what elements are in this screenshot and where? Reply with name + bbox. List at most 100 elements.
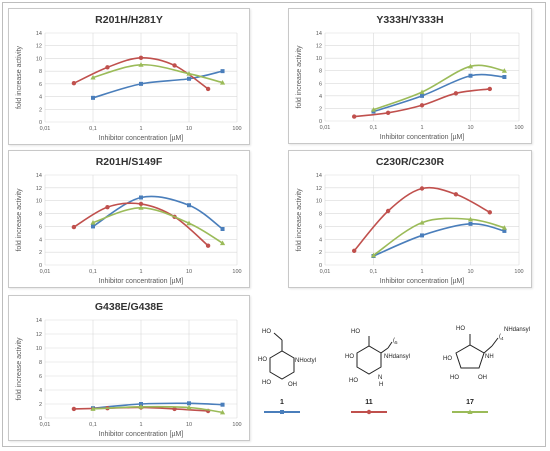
- y-tick-label: 6: [39, 374, 42, 380]
- legend-marker-compound-11: [366, 409, 372, 415]
- data-point: [139, 402, 143, 406]
- data-point: [138, 404, 144, 409]
- chain-label: (5: [393, 338, 398, 345]
- y-tick-label: 0: [319, 263, 322, 269]
- chart-panel-g438e-g438e: G438E/G438E 0 2 4 6 8 10 12 14 0,01 0,1 1 10 100 Inhib…: [8, 295, 250, 441]
- y-tick-label: 10: [316, 56, 322, 62]
- data-point: [71, 81, 77, 86]
- y-tick-label: 8: [39, 69, 42, 75]
- substituent-label: NHdansyl: [504, 327, 530, 333]
- series-line-compound-17: [92, 63, 223, 84]
- x-axis-label: Inhibitor concentration [µM]: [99, 278, 184, 285]
- chart-title: R201H/S149F: [96, 156, 163, 168]
- series-line-compound-17: [373, 217, 505, 257]
- compound-label-11: 11: [365, 399, 373, 406]
- series-compound-1: [91, 69, 225, 100]
- data-point: [219, 240, 226, 246]
- data-point: [220, 227, 225, 231]
- series-compound-1: [91, 195, 225, 231]
- y-axis-label: fold increase activity: [16, 188, 23, 252]
- data-point: [187, 203, 191, 208]
- data-point: [91, 224, 95, 229]
- data-point: [467, 63, 474, 69]
- compound-label-17: 17: [466, 399, 474, 406]
- series-line-compound-17: [92, 206, 223, 244]
- x-axis-label: Inhibitor concentration [µM]: [99, 135, 184, 142]
- x-axis-label: Inhibitor concentration [µM]: [380, 278, 465, 285]
- chain-label: (4: [499, 334, 504, 341]
- atom-ho: HO: [258, 357, 267, 363]
- y-tick-label: 14: [36, 173, 42, 179]
- chart-title: R201H/H281Y: [95, 14, 163, 26]
- data-point: [502, 228, 507, 233]
- data-point: [487, 86, 493, 92]
- chart-r201h-s149f: R201H/S149F 0 2 4 6 8 10 12 14 0,01 0,1 1 10 100 Inhib…: [16, 156, 242, 285]
- data-point: [419, 103, 425, 108]
- chart-c230r-c230r: C230R/C230R 0 2 4 6 8 10 12 14 0,01 0,1 1 10 100 Inhib…: [296, 156, 524, 285]
- atom-ho: HO: [456, 326, 465, 332]
- y-tick-label: 4: [319, 237, 322, 243]
- data-point: [219, 409, 226, 415]
- y-tick-label: 12: [36, 44, 42, 50]
- series-line-compound-1: [373, 223, 505, 257]
- x-tick-label: 0,01: [320, 125, 331, 131]
- data-point: [219, 79, 226, 85]
- data-point: [370, 252, 377, 258]
- y-tick-label: 10: [36, 56, 42, 62]
- series-line-compound-17: [373, 64, 505, 111]
- series-compound-17: [90, 404, 226, 415]
- atom-h: H: [379, 382, 383, 388]
- data-point: [205, 243, 211, 248]
- chart-panel-y333h-y333h: Y333H/Y333H 0 2 4 6 8 10 12 14 0,01 0,1 1 10 100 Inhib…: [288, 8, 532, 144]
- data-point: [186, 71, 192, 76]
- y-tick-label: 0: [39, 120, 42, 126]
- data-point: [220, 402, 225, 407]
- data-point: [419, 186, 425, 191]
- structure-compound-17: HO HO HO OH NH (4 NHdansyl: [443, 326, 530, 381]
- data-point: [138, 205, 144, 210]
- y-tick-label: 14: [316, 31, 322, 37]
- structure-compound-11: HO HO HO N H (5 NHdansyl: [345, 329, 410, 388]
- x-tick-label: 0,1: [89, 126, 97, 132]
- x-tick-label: 100: [232, 269, 241, 275]
- series-compound-11: [351, 86, 493, 119]
- data-point: [220, 69, 225, 74]
- y-tick-label: 12: [36, 186, 42, 192]
- series-compound-11: [351, 186, 493, 254]
- series-compound-1: [371, 73, 507, 114]
- data-point: [501, 225, 508, 230]
- x-tick-label: 100: [232, 422, 241, 428]
- x-tick-label: 0,01: [40, 126, 51, 132]
- data-point: [205, 86, 211, 92]
- atom-ho: HO: [443, 356, 452, 362]
- data-point: [187, 76, 191, 81]
- series-compound-11: [71, 201, 211, 248]
- x-tick-label: 100: [514, 269, 523, 275]
- y-tick-label: 8: [39, 360, 42, 366]
- data-point: [172, 406, 177, 412]
- series-compound-17: [370, 216, 508, 258]
- chart-title: G438E/G438E: [95, 301, 163, 313]
- y-tick-label: 8: [39, 212, 42, 218]
- x-tick-label: 0,01: [40, 422, 51, 428]
- data-point: [468, 221, 473, 226]
- chart-panel-r201h-h281y: R201H/H281Y 0 2 4 6 8 10 12 14 0,01 0,1 1 10 100 Inhib…: [8, 8, 250, 145]
- series-line-compound-17: [92, 405, 223, 414]
- x-tick-label: 10: [467, 125, 473, 131]
- data-point: [138, 62, 144, 67]
- chart-title: Y333H/Y333H: [376, 14, 443, 26]
- x-tick-label: 0,01: [40, 269, 51, 275]
- data-point: [385, 110, 391, 116]
- series-compound-17: [90, 62, 226, 85]
- chart-title: C230R/C230R: [376, 156, 445, 168]
- compound-label-1: 1: [280, 399, 284, 406]
- data-point: [138, 201, 144, 207]
- x-tick-label: 10: [467, 269, 473, 275]
- y-tick-label: 2: [39, 107, 42, 113]
- data-point: [172, 63, 177, 68]
- y-tick-label: 0: [319, 119, 322, 125]
- data-point: [90, 406, 96, 411]
- atom-nh: NH: [485, 354, 494, 360]
- data-point: [419, 219, 425, 225]
- y-tick-label: 12: [316, 186, 322, 192]
